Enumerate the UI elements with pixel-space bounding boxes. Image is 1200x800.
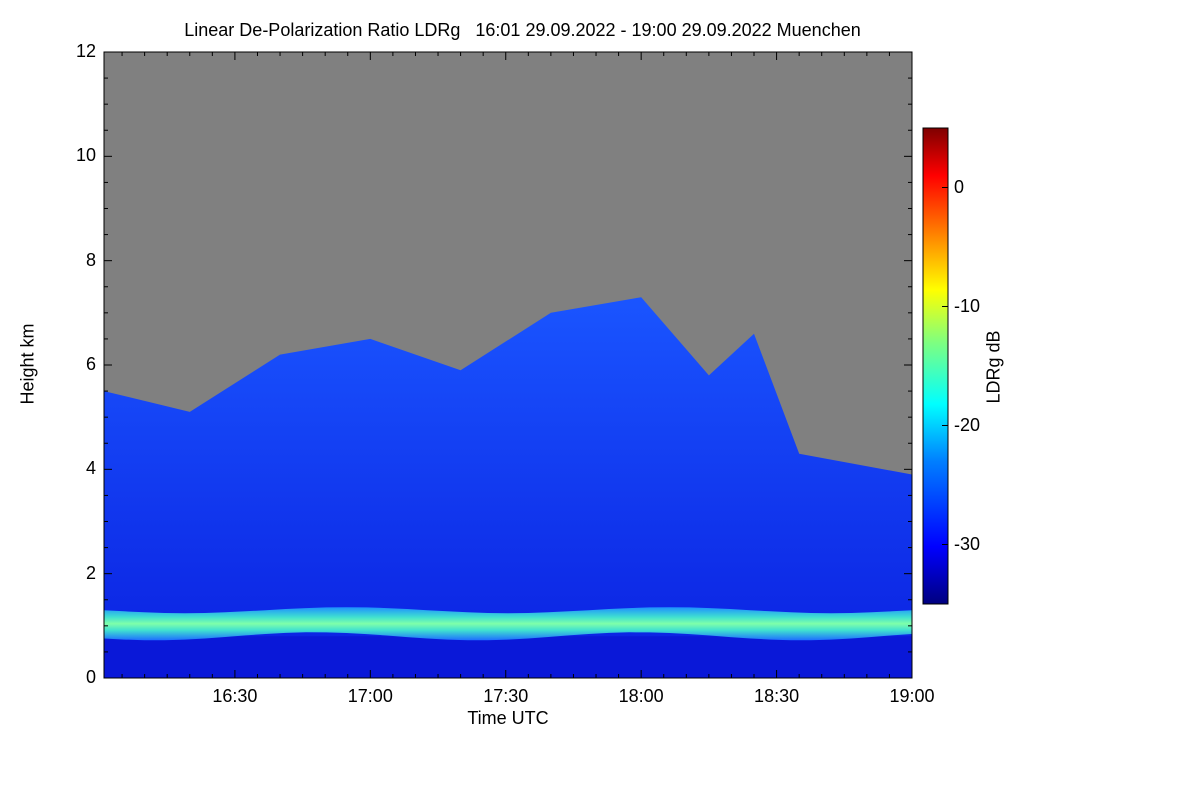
cloud-region: [104, 297, 912, 678]
y-axis-label: Height km: [17, 323, 38, 405]
y-tick-label: 4: [85, 458, 96, 479]
y-tick-label: 6: [85, 354, 96, 374]
x-tick-label: 18:30: [754, 686, 800, 706]
aerosol-band: [104, 607, 912, 641]
y-tick-label: 12: [75, 41, 96, 61]
colorbar-tick-label: -20: [954, 414, 981, 435]
x-tick-label: 16:30: [212, 686, 258, 706]
colorbar-tick-label: -30: [954, 533, 981, 554]
x-tick-label: 19:00: [889, 686, 935, 706]
y-tick-label: 8: [85, 249, 96, 270]
y-tick-label: 10: [75, 145, 96, 166]
colorbar: [922, 127, 949, 605]
y-tick-label: 0: [85, 667, 96, 687]
y-tick-label: 2: [85, 562, 96, 583]
colorbar-tick-label: 0: [954, 176, 965, 197]
surface-layer: [104, 636, 912, 678]
chart-title: Linear De-Polarization Ratio LDRg 16:01 …: [184, 20, 861, 40]
x-tick-label: 18:00: [618, 686, 664, 706]
x-tick-label: 17:30: [483, 686, 529, 706]
colorbar-label: LDRg dB: [983, 330, 1004, 404]
x-axis-label: Time UTC: [467, 708, 549, 728]
colorbar-tick-label: -10: [954, 295, 981, 316]
x-tick-label: 17:00: [347, 686, 393, 706]
